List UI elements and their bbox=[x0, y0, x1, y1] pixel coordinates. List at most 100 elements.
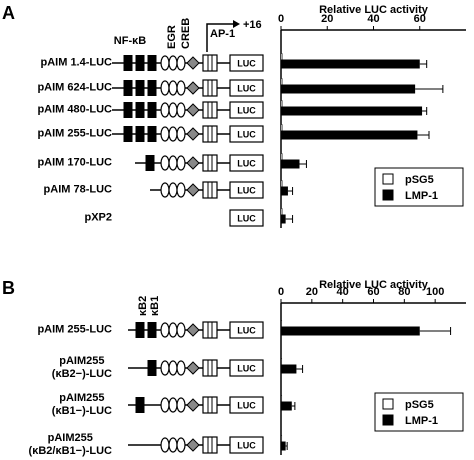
bar bbox=[281, 401, 292, 411]
egr-site bbox=[160, 322, 170, 338]
category-label: pAIM 78-LUC bbox=[43, 183, 112, 196]
luc-box bbox=[229, 359, 264, 377]
ap1-lines bbox=[207, 126, 213, 142]
egr-site bbox=[176, 80, 186, 96]
category-label: pAIM255 (κB2/κB1−)-LUC bbox=[28, 432, 112, 457]
annotation: CREB bbox=[180, 18, 192, 49]
creb-site bbox=[186, 361, 200, 375]
egr-site bbox=[176, 437, 186, 453]
luc-label: LUC bbox=[237, 400, 256, 410]
nfkb-site bbox=[147, 126, 157, 142]
bar bbox=[281, 186, 288, 196]
nfkb-site bbox=[135, 397, 145, 413]
category-label: pAIM255 (κB1−)-LUC bbox=[51, 392, 112, 417]
x-tick-label: 100 bbox=[426, 286, 444, 298]
ap1-site bbox=[202, 181, 218, 199]
egr-site bbox=[160, 126, 170, 142]
x-tick-label: 20 bbox=[321, 13, 333, 25]
egr-site bbox=[160, 360, 170, 376]
error-bar bbox=[291, 402, 296, 410]
bar bbox=[281, 441, 286, 451]
ap1-lines bbox=[207, 55, 213, 71]
luc-label: LUC bbox=[237, 83, 256, 93]
creb-site bbox=[186, 56, 200, 70]
ap1-site bbox=[202, 101, 218, 119]
egr-site bbox=[168, 80, 178, 96]
nfkb-site bbox=[135, 126, 145, 142]
category-label: pAIM 255-LUC bbox=[37, 323, 112, 336]
legend-swatch bbox=[382, 189, 394, 201]
ap1-site bbox=[202, 79, 218, 97]
bar bbox=[281, 364, 297, 374]
luc-label: LUC bbox=[237, 129, 256, 139]
legend-label: LMP-1 bbox=[405, 415, 438, 427]
egr-site bbox=[168, 126, 178, 142]
egr-site bbox=[168, 102, 178, 118]
legend-label: LMP-1 bbox=[405, 190, 438, 202]
x-tick-label: 80 bbox=[398, 286, 410, 298]
egr-site bbox=[160, 55, 170, 71]
category-label: pAIM 1.4-LUC bbox=[40, 56, 113, 69]
creb-site bbox=[186, 81, 200, 95]
category-label: pAIM255 (κB2−)-LUC bbox=[51, 355, 112, 380]
luc-box bbox=[229, 321, 264, 339]
error-bar bbox=[419, 60, 428, 68]
nfkb-site bbox=[123, 55, 133, 71]
ap1-site bbox=[202, 359, 218, 377]
x-tick-label: 40 bbox=[337, 286, 349, 298]
ap1-site bbox=[202, 125, 218, 143]
error-bar bbox=[422, 107, 428, 115]
egr-site bbox=[176, 397, 186, 413]
nfkb-site bbox=[135, 80, 145, 96]
luc-box bbox=[229, 181, 264, 199]
category-label: pAIM 170-LUC bbox=[37, 156, 112, 169]
bar bbox=[281, 84, 416, 94]
ap1-lines bbox=[207, 155, 213, 171]
bar bbox=[281, 130, 418, 140]
error-bar bbox=[296, 365, 304, 373]
x-tick-label: 60 bbox=[367, 286, 379, 298]
ap1-lines bbox=[207, 102, 213, 118]
luc-box bbox=[229, 209, 264, 227]
luc-label: LUC bbox=[237, 58, 256, 68]
luc-box bbox=[229, 101, 264, 119]
error-bar bbox=[299, 160, 307, 168]
luc-label: LUC bbox=[237, 158, 256, 168]
ap1-site bbox=[202, 154, 218, 172]
creb-site bbox=[186, 183, 200, 197]
nfkb-site bbox=[147, 55, 157, 71]
category-label: pAIM 480-LUC bbox=[37, 103, 112, 116]
error-bar bbox=[417, 131, 430, 139]
legend-label: pSG5 bbox=[405, 174, 434, 186]
egr-site bbox=[160, 155, 170, 171]
category-label: pXP2 bbox=[84, 211, 112, 224]
egr-site bbox=[168, 397, 178, 413]
creb-site bbox=[186, 323, 200, 337]
ap1-lines bbox=[207, 322, 213, 338]
egr-site bbox=[168, 360, 178, 376]
egr-site bbox=[168, 437, 178, 453]
nfkb-site bbox=[123, 102, 133, 118]
x-axis-title: Relative LUC activity bbox=[319, 4, 429, 16]
panel-label: B bbox=[2, 278, 15, 298]
luc-box bbox=[229, 79, 264, 97]
x-tick-label: 0 bbox=[278, 13, 284, 25]
egr-site bbox=[176, 102, 186, 118]
luc-box bbox=[229, 54, 264, 72]
creb-site bbox=[186, 103, 200, 117]
luc-label: LUC bbox=[237, 105, 256, 115]
nfkb-site bbox=[135, 55, 145, 71]
category-label: pAIM 624-LUC bbox=[37, 81, 112, 94]
ap1-lines bbox=[207, 80, 213, 96]
creb-site bbox=[186, 438, 200, 452]
nfkb-site bbox=[147, 322, 157, 338]
ap1-lines bbox=[207, 437, 213, 453]
annotation: NF-κB bbox=[114, 35, 146, 47]
error-bar bbox=[287, 187, 294, 195]
panel-label: A bbox=[2, 3, 15, 23]
nfkb-site bbox=[145, 155, 155, 171]
ap1-site bbox=[202, 54, 218, 72]
bar bbox=[281, 59, 420, 69]
